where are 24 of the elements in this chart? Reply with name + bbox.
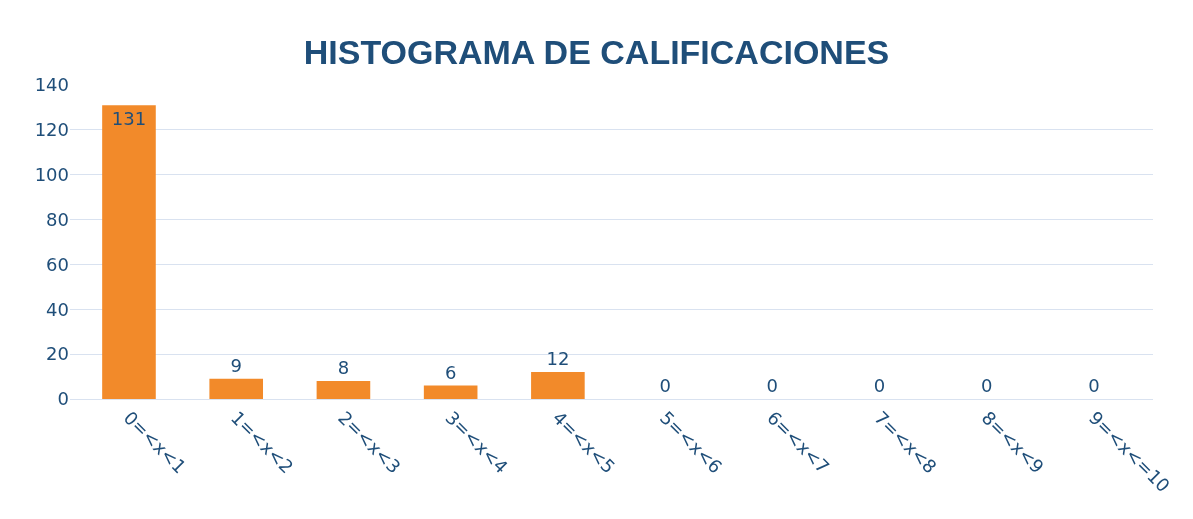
data-label: 6 bbox=[444, 361, 457, 383]
y-tick-label: 40 bbox=[46, 298, 69, 320]
data-label: 131 bbox=[111, 108, 147, 130]
data-label: 0 bbox=[873, 375, 886, 396]
data-label: 0 bbox=[766, 375, 779, 396]
data-label: 0 bbox=[1088, 375, 1100, 396]
chart-title: HISTOGRAMA DE CALIFICACIONES bbox=[303, 32, 890, 71]
y-tick-label: 0 bbox=[57, 388, 69, 410]
bar bbox=[209, 378, 264, 399]
bar bbox=[531, 372, 585, 399]
y-tick-label: 60 bbox=[46, 253, 69, 275]
data-label: 12 bbox=[546, 348, 570, 370]
data-label: 0 bbox=[981, 375, 993, 396]
y-tick-label: 140 bbox=[34, 74, 69, 96]
data-label: 9 bbox=[230, 354, 242, 376]
bar bbox=[102, 105, 156, 399]
bar bbox=[316, 381, 371, 399]
y-tick-label: 100 bbox=[34, 164, 69, 186]
y-tick-label: 120 bbox=[34, 119, 69, 141]
data-label: 8 bbox=[337, 357, 350, 379]
y-tick-label: 80 bbox=[46, 208, 69, 230]
y-tick-label: 20 bbox=[46, 343, 69, 365]
data-label: 0 bbox=[659, 375, 671, 396]
bar bbox=[423, 385, 478, 399]
